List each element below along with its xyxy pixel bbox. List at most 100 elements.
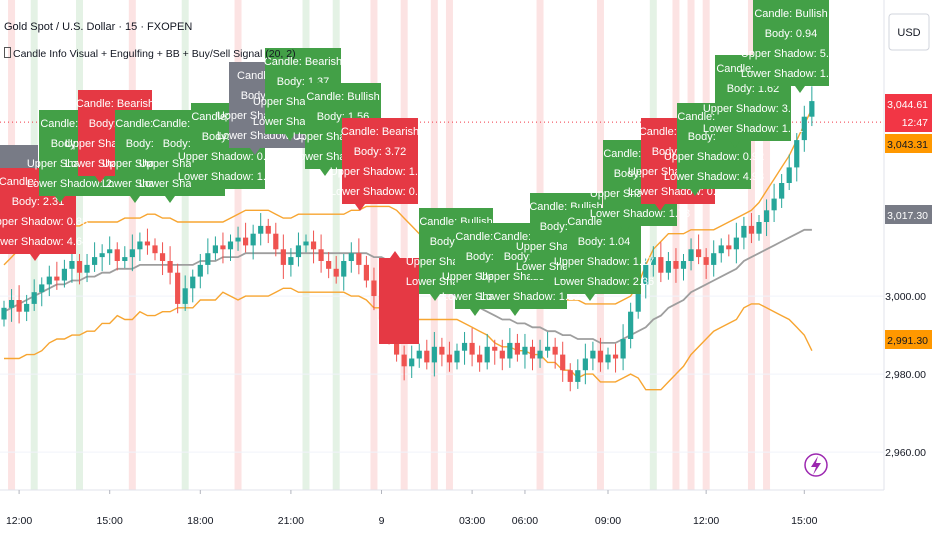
candle-body bbox=[522, 346, 528, 355]
signal-shade bbox=[747, 0, 755, 490]
candle-body bbox=[46, 276, 52, 285]
candle-body bbox=[469, 342, 475, 355]
label-line: Lower Shadow: 1.12 bbox=[480, 291, 580, 303]
candle-body bbox=[92, 257, 98, 265]
label-pointer bbox=[130, 196, 140, 203]
candle-body bbox=[235, 237, 241, 242]
candle-body bbox=[529, 346, 536, 359]
label-pointer bbox=[545, 279, 555, 286]
candle-body bbox=[786, 167, 792, 183]
price-badge-value: 3,043.31 bbox=[887, 139, 928, 151]
label-line: Lower Shadow: 0.69 bbox=[330, 186, 430, 198]
candle-body bbox=[733, 237, 739, 250]
candle-body bbox=[499, 350, 505, 359]
price-badge-bg bbox=[885, 134, 932, 153]
label-box bbox=[342, 118, 418, 204]
candle-body bbox=[545, 346, 551, 351]
label-line: Upper Shadow: 1.27 bbox=[554, 256, 654, 268]
candle-body bbox=[295, 245, 302, 258]
candle-body bbox=[560, 354, 566, 371]
indicator-title[interactable]: Candle Info Visual + Engulfing + BB + Bu… bbox=[4, 47, 296, 60]
candle-body bbox=[258, 225, 264, 234]
label-pointer bbox=[165, 196, 175, 203]
candle-body bbox=[461, 342, 468, 351]
symbol-title[interactable]: Gold Spot / U.S. Dollar · 15 · FXOPEN bbox=[4, 21, 193, 33]
candle-body bbox=[265, 225, 271, 234]
candle-info-label bbox=[379, 251, 419, 344]
price-badge-bg bbox=[885, 330, 932, 349]
candle-body bbox=[137, 241, 143, 250]
label-line: Body: 1.04 bbox=[578, 236, 631, 248]
candle-body bbox=[794, 140, 800, 168]
label-line: Lower Shadow: 2.07 bbox=[27, 178, 127, 190]
candle-body bbox=[220, 245, 226, 250]
candle-body bbox=[84, 264, 90, 273]
candle-body bbox=[665, 261, 671, 273]
candle-body bbox=[741, 225, 747, 238]
candle-body bbox=[273, 233, 279, 250]
candle-body bbox=[756, 222, 762, 234]
candle-body bbox=[809, 101, 815, 117]
candle-body bbox=[69, 261, 75, 269]
label-pointer bbox=[430, 294, 440, 301]
label-line: Body: 0.94 bbox=[765, 28, 818, 40]
candle-body bbox=[567, 370, 573, 382]
replay-icon[interactable] bbox=[804, 453, 828, 477]
candle-body bbox=[424, 350, 430, 363]
candle-body bbox=[688, 249, 694, 261]
x-tick-label: 12:00 bbox=[6, 515, 32, 527]
candle-body bbox=[416, 350, 422, 359]
x-tick-label: 15:00 bbox=[791, 515, 817, 527]
candle-body bbox=[318, 249, 324, 261]
candle-body bbox=[454, 350, 460, 363]
candle-body bbox=[280, 249, 286, 265]
candle-body bbox=[620, 339, 626, 359]
candle-body bbox=[507, 342, 513, 359]
currency-label: USD bbox=[897, 27, 920, 39]
candle-body bbox=[61, 268, 67, 281]
label-pointer bbox=[355, 204, 365, 211]
indicator-title-text: Candle Info Visual + Engulfing + BB + Bu… bbox=[13, 48, 296, 60]
x-tick-label: 9 bbox=[379, 515, 385, 527]
candle-info-label: Candle: Bearish Body: 3.72 Upper Shadow: 1… bbox=[330, 118, 430, 211]
y-tick-label: 3,000.00 bbox=[885, 291, 926, 303]
x-tick-label: 03:00 bbox=[459, 515, 485, 527]
x-tick-label: 09:00 bbox=[595, 515, 621, 527]
label-pointer bbox=[730, 141, 740, 148]
candle-body bbox=[31, 292, 37, 304]
candle-body bbox=[492, 346, 498, 351]
label-line: Upper Shadow: 0.83 bbox=[0, 216, 88, 228]
x-tick-label: 06:00 bbox=[512, 515, 538, 527]
label-line: Candle: Bearish bbox=[76, 98, 154, 110]
price-badge-bg bbox=[885, 94, 932, 132]
candle-body bbox=[356, 253, 362, 265]
label-line: Candle: Bearish bbox=[264, 56, 342, 68]
candle-body bbox=[182, 288, 188, 304]
candle-body bbox=[446, 354, 453, 363]
candle-body bbox=[107, 249, 113, 254]
candle-body bbox=[590, 350, 596, 359]
y-tick-label: 2,960.00 bbox=[885, 447, 926, 459]
candle-body bbox=[76, 261, 83, 273]
candle-body bbox=[597, 350, 604, 363]
price-badge-lower_band: 2,991.30 bbox=[885, 330, 932, 349]
signal-shade bbox=[400, 0, 408, 490]
candle-body bbox=[763, 210, 770, 222]
candle-body bbox=[711, 253, 717, 265]
signal-shade bbox=[649, 0, 657, 490]
candle-body bbox=[363, 264, 369, 281]
label-pointer bbox=[55, 196, 65, 203]
candle-body bbox=[394, 335, 400, 355]
label-box bbox=[753, 0, 829, 86]
price-badge-value: 2,991.30 bbox=[887, 335, 928, 347]
candle-body bbox=[484, 346, 490, 363]
label-line: Upper Shadow: 0.92 bbox=[664, 151, 764, 163]
label-line: Candle: Bearish bbox=[341, 126, 419, 138]
candle-body bbox=[401, 354, 407, 367]
label-pointer bbox=[30, 254, 40, 261]
candle-body bbox=[628, 311, 634, 339]
label-pointer bbox=[390, 251, 400, 258]
candle-body bbox=[703, 257, 709, 265]
